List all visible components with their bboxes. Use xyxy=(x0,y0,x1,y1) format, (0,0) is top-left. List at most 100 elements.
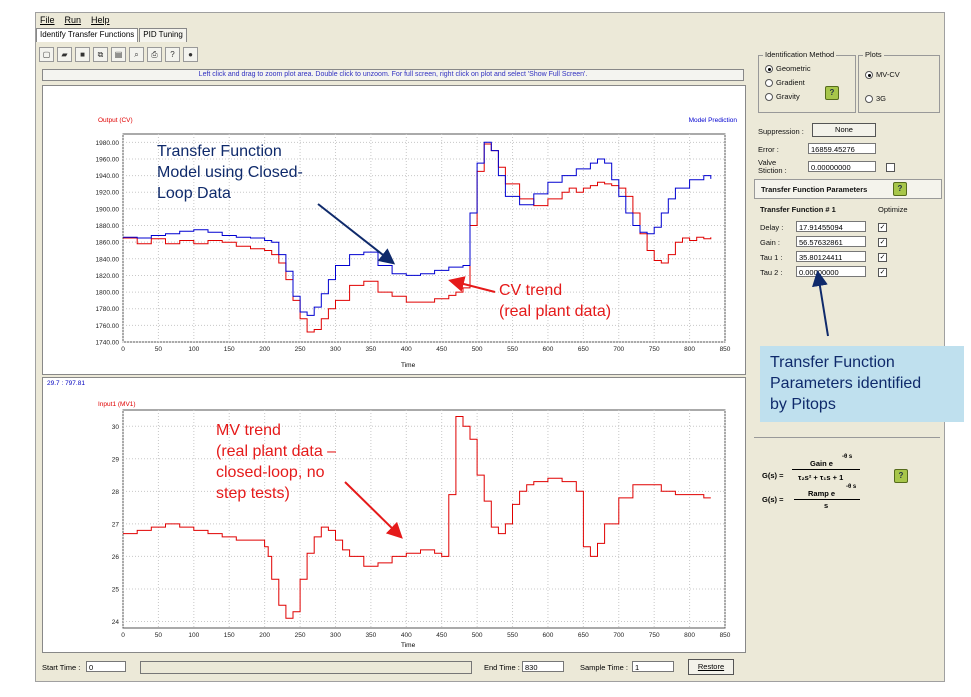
mv-y-tick-label: 27 xyxy=(112,521,120,528)
param-tau2-label: Tau 2 : xyxy=(760,268,783,277)
sample-time-field[interactable]: 1 xyxy=(632,661,674,672)
formula2-den: s xyxy=(824,501,829,510)
radio-gravity[interactable]: Gravity xyxy=(765,92,800,102)
cv-y-tick-label: 1800.00 xyxy=(96,290,120,297)
mv-plot-label: Input1 (MV1) xyxy=(98,401,136,408)
restore-button[interactable]: Restore xyxy=(688,659,734,675)
radio-gradient[interactable]: Gradient xyxy=(765,78,805,88)
mv-plot-area xyxy=(122,409,726,629)
open-icon[interactable]: ▰ xyxy=(57,47,72,62)
param-tau2-checkbox[interactable]: ✓ xyxy=(878,268,887,277)
param-delay-field[interactable]: 17.91455094 xyxy=(796,221,866,232)
formula2-bar xyxy=(794,499,860,500)
tf-params-header: Transfer Function Parameters ? xyxy=(754,179,942,199)
tab-pid-tuning[interactable]: PID Tuning xyxy=(139,28,187,42)
gravity-label: Gravity xyxy=(776,92,800,101)
radio-3g-dot[interactable] xyxy=(865,95,873,104)
annotation-tf-model-line3: Loop Data xyxy=(157,185,231,202)
param-gain-checkbox[interactable]: ✓ xyxy=(878,238,887,247)
mv-x-tick-label: 750 xyxy=(649,632,660,639)
cv-chart[interactable]: 0 50 100 150 200 250 300 350 400 450 500 550 600 650 7… xyxy=(43,86,745,374)
cv-x-tick-label: 200 xyxy=(259,346,270,353)
cv-series-1 xyxy=(123,141,712,316)
param-delay-label: Delay : xyxy=(760,223,784,232)
cv-y-tick-label: 1760.00 xyxy=(96,323,120,330)
param-gain-label: Gain : xyxy=(760,238,781,247)
cv-y-tick-label: 1780.00 xyxy=(96,306,120,313)
cursor-coords: 29.7 : 797.81 xyxy=(47,380,85,387)
mv-x-tick-label: 600 xyxy=(543,632,554,639)
mv-x-tick-label: 300 xyxy=(330,632,341,639)
annotation-tf-model-line2: Model using Closed- xyxy=(157,164,303,181)
formula2-lhs: G(s) = xyxy=(762,495,784,504)
copy-icon[interactable]: ⧉ xyxy=(93,47,108,62)
formula1-bar xyxy=(792,469,860,470)
valve-stiction-field[interactable]: 0.00000000 xyxy=(808,161,876,172)
mv-x-tick-label: 550 xyxy=(507,632,518,639)
radio-geometric[interactable]: Geometric xyxy=(765,64,811,74)
suppression-button[interactable]: None xyxy=(812,123,876,137)
radio-gradient-dot[interactable] xyxy=(765,79,773,88)
mv-cv-label: MV-CV xyxy=(876,70,900,79)
valve-stiction-checkbox[interactable] xyxy=(886,163,895,172)
radio-mv-cv[interactable]: MV-CV xyxy=(865,70,900,80)
new-icon[interactable]: ▢ xyxy=(39,47,54,62)
3g-label: 3G xyxy=(876,94,887,103)
progress-bar xyxy=(140,661,472,674)
radio-3g[interactable]: 3G xyxy=(865,94,887,104)
annotation-cv-trend-line1: CV trend xyxy=(499,282,563,299)
toolbar: ▢ ▰ ■ ⧉ ▤ ⌕ ⎙ ? ● xyxy=(39,47,198,63)
bottom-bar: Start Time : 0 End Time : 830 Sample Tim… xyxy=(36,657,944,681)
menu-run[interactable]: Run xyxy=(64,15,82,25)
param-tau1-checkbox[interactable]: ✓ xyxy=(878,253,887,262)
annotation-mv-trend: MV trend (real plant data – closed-loop,… xyxy=(216,420,336,504)
radio-gravity-dot[interactable] xyxy=(765,93,773,102)
help-icon[interactable]: ? xyxy=(165,47,180,62)
tf-params-help-icon[interactable]: ? xyxy=(893,182,907,196)
cv-x-tick-label: 650 xyxy=(578,346,589,353)
radio-mv-cv-dot[interactable] xyxy=(865,71,873,80)
chart-icon[interactable]: ▤ xyxy=(111,47,126,62)
error-label: Error : xyxy=(758,145,779,154)
annotation-tf-params-line2: Parameters identified xyxy=(770,375,922,392)
mv-x-tick-label: 850 xyxy=(720,632,731,639)
param-tau2-field[interactable]: 0.00000000 xyxy=(796,266,866,277)
param-delay-checkbox[interactable]: ✓ xyxy=(878,223,887,232)
mv-y-tick-label: 24 xyxy=(112,619,120,626)
mv-chart[interactable]: 0 50 100 150 200 250 300 350 400 450 500 550 600 650 7… xyxy=(43,378,745,652)
mv-x-tick-label: 500 xyxy=(472,632,483,639)
cv-x-tick-label: 250 xyxy=(295,346,306,353)
param-tau1-field[interactable]: 35.80124411 xyxy=(796,251,866,262)
tab-bar: Identify Transfer Functions PID Tuning xyxy=(36,28,188,42)
annotation-tf-model: Transfer Function Model using Closed- Lo… xyxy=(157,141,303,204)
formula-help-icon[interactable]: ? xyxy=(894,469,908,483)
identification-method-group: Identification Method Geometric Gradient… xyxy=(758,50,856,113)
mv-x-tick-label: 200 xyxy=(259,632,270,639)
cv-plot-label: Output (CV) xyxy=(98,117,133,124)
print-icon[interactable]: ⎙ xyxy=(147,47,162,62)
save-icon[interactable]: ■ xyxy=(75,47,90,62)
start-time-field[interactable]: 0 xyxy=(86,661,126,672)
end-time-field[interactable]: 830 xyxy=(522,661,564,672)
mv-plot-panel[interactable]: 29.7 : 797.81 Input1 (MV1) 0 50 100 150 200 2… xyxy=(42,377,746,653)
zoom-hint: Left click and drag to zoom plot area. D… xyxy=(42,69,744,81)
mv-y-tick-label: 25 xyxy=(112,586,120,593)
ramp-formula: G(s) = Ramp e -θ s s xyxy=(762,484,892,517)
info-icon[interactable]: ● xyxy=(183,47,198,62)
id-method-help-icon[interactable]: ? xyxy=(825,86,839,100)
formula1-exp: -θ s xyxy=(842,454,853,460)
menu-file[interactable]: File xyxy=(40,15,55,25)
end-time-label: End Time : xyxy=(484,663,520,672)
cv-plot-panel[interactable]: Output (CV) Model Prediction 0 50 100 150 20… xyxy=(42,85,746,375)
radio-geometric-dot[interactable] xyxy=(765,65,773,74)
annotation-mv-trend-line4: step tests) xyxy=(216,485,290,502)
tf-params-title: Transfer Function Parameters xyxy=(761,185,868,194)
cv-x-tick-label: 550 xyxy=(507,346,518,353)
cv-y-tick-label: 1920.00 xyxy=(96,190,120,197)
error-field[interactable]: 16859.45276 xyxy=(808,143,876,154)
tab-identify-transfer-functions[interactable]: Identify Transfer Functions xyxy=(36,28,139,42)
param-gain-field[interactable]: 56.57632861 xyxy=(796,236,866,247)
divider xyxy=(754,437,940,438)
zoom-icon[interactable]: ⌕ xyxy=(129,47,144,62)
menu-help[interactable]: Help xyxy=(91,15,110,25)
